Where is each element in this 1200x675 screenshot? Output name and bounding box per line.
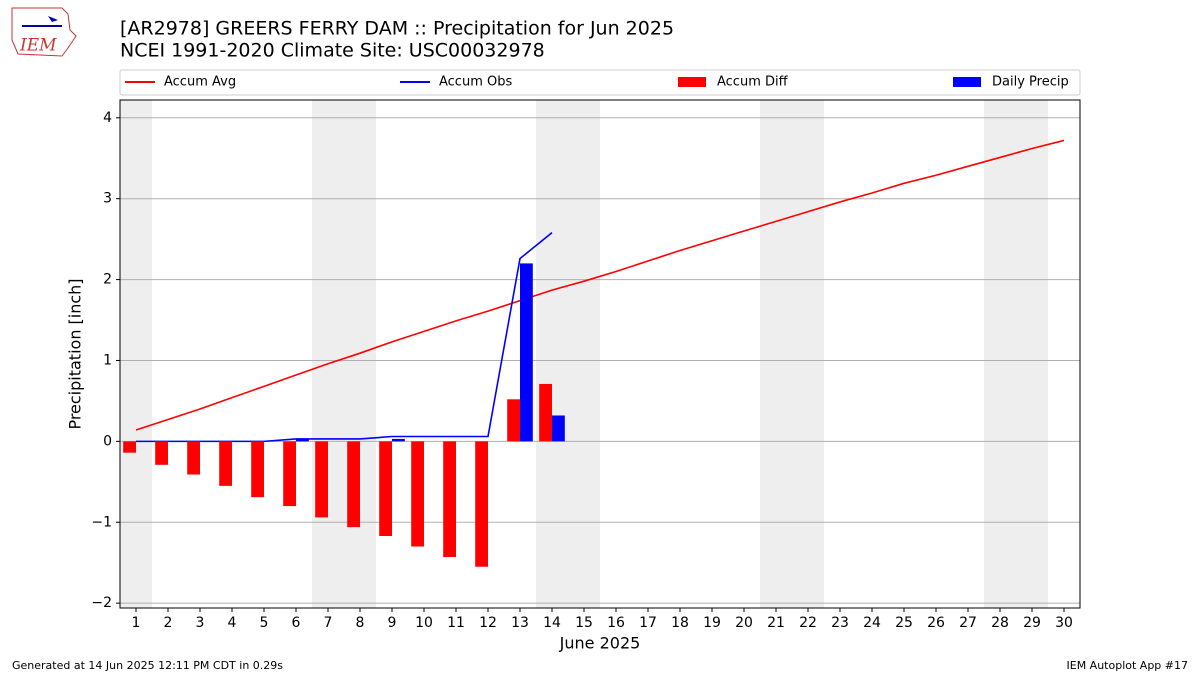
logo-text: IEM [19,36,57,56]
x-tick-label: 6 [292,615,301,631]
x-tick-label: 18 [671,615,689,631]
x-tick-label: 27 [959,615,977,631]
x-tick-label: 12 [479,615,497,631]
bar [507,399,520,442]
legend-label: Daily Precip [992,75,1069,90]
x-tick-label: 24 [863,615,881,631]
bar [187,441,200,475]
weekend-band [120,100,152,608]
footer-left: Generated at 14 Jun 2025 12:11 PM CDT in… [12,659,283,672]
line [135,139,1065,431]
x-tick-label: 17 [639,615,657,631]
y-tick-label: 3 [103,191,112,207]
x-tick-label: 28 [991,615,1009,631]
bar [315,441,328,518]
bar [155,441,168,465]
x-tick-label: 25 [895,615,913,631]
bar [392,438,405,442]
x-tick-label: 15 [575,615,593,631]
x-tick-label: 3 [196,615,205,631]
footer-right: IEM Autoplot App #17 [1067,659,1189,672]
weekend-band [312,100,344,608]
y-axis-label: Precipitation [inch] [66,278,85,429]
y-tick-label: −2 [91,595,112,611]
legend-label: Accum Obs [439,75,512,90]
x-tick-label: 4 [228,615,237,631]
bar [475,441,488,567]
chart-title: [AR2978] GREERS FERRY DAM :: Precipitati… [120,18,674,40]
bar [379,441,392,537]
weekend-band [760,100,792,608]
x-tick-label: 26 [927,615,945,631]
x-tick-label: 21 [767,615,785,631]
weekend-band [536,100,568,608]
legend-swatch [953,77,981,87]
x-tick-label: 22 [799,615,817,631]
x-tick-label: 7 [324,615,333,631]
weekend-band [792,100,824,608]
x-tick-label: 2 [164,615,173,631]
y-tick-label: −1 [91,514,112,530]
bar [552,415,565,442]
bar [411,441,424,547]
x-tick-label: 10 [415,615,433,631]
legend-label: Accum Diff [717,75,789,90]
y-tick-label: 4 [103,110,112,126]
bar [283,441,296,507]
weekend-band [984,100,1016,608]
bar [219,441,232,486]
plot-frame [119,99,1081,609]
x-tick-label: 23 [831,615,849,631]
line [136,232,553,443]
legend-swatch [678,77,706,87]
bar [443,441,456,558]
x-tick-label: 11 [447,615,465,631]
bar [123,441,136,453]
x-tick-label: 30 [1055,615,1073,631]
x-tick-label: 16 [607,615,625,631]
weekend-band [568,100,600,608]
x-tick-label: 29 [1023,615,1041,631]
bar [296,438,309,442]
x-axis-label: June 2025 [559,634,641,653]
y-tick-label: 0 [103,433,112,449]
x-tick-label: 14 [543,615,561,631]
bar [539,383,552,442]
bar [251,441,264,498]
legend-box [119,69,1081,96]
x-tick-label: 9 [388,615,397,631]
x-tick-label: 13 [511,615,529,631]
y-tick-label: 1 [103,352,112,368]
x-tick-label: 1 [132,615,141,631]
y-tick-label: 2 [103,272,112,288]
bar [347,441,360,528]
chart-subtitle: NCEI 1991-2020 Climate Site: USC00032978 [120,40,545,62]
x-tick-label: 8 [356,615,365,631]
bar [520,263,533,442]
legend-label: Accum Avg [164,75,236,90]
logo: IEM [11,7,77,57]
weekend-band [1016,100,1048,608]
x-tick-label: 20 [735,615,753,631]
x-tick-label: 5 [260,615,269,631]
x-tick-label: 19 [703,615,721,631]
